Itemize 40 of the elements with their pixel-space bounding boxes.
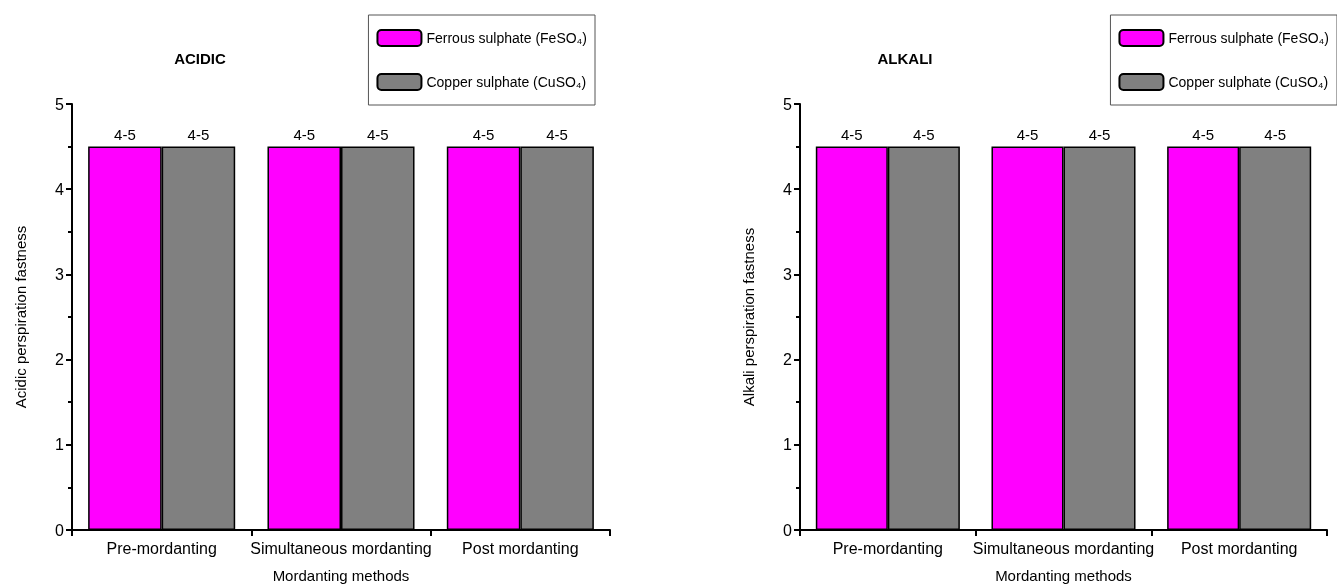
legend-label: Copper sulphate (CuSO₄) <box>426 74 587 90</box>
x-tick-label: Post mordanting <box>462 539 579 557</box>
data-label: 4-5 <box>1088 125 1111 143</box>
y-tick-label: 2 <box>783 351 793 369</box>
chart-title: ACIDIC <box>174 50 226 67</box>
legend-label: Ferrous sulphate (FeSO₄) <box>426 30 588 46</box>
y-tick-label: 0 <box>55 521 65 539</box>
data-label: 4-5 <box>1016 125 1039 143</box>
x-tick-label: Pre-mordanting <box>106 539 217 557</box>
data-label: 4-5 <box>293 125 316 143</box>
y-tick-label: 3 <box>783 265 793 283</box>
data-label: 4-5 <box>913 125 935 143</box>
chart-title: ALKALI <box>877 50 933 67</box>
data-label: 4-5 <box>472 125 495 143</box>
data-label: 4-5 <box>546 125 568 143</box>
y-tick-label: 0 <box>783 521 793 539</box>
y-tick-label: 4 <box>783 180 793 198</box>
data-label: 4-5 <box>366 125 389 143</box>
data-label: 4-5 <box>187 125 210 143</box>
y-tick-label: 2 <box>55 351 65 369</box>
legend-label: Ferrous sulphate (FeSO₄) <box>1168 30 1330 46</box>
y-axis-title: Alkali perspiration fastness <box>740 227 757 407</box>
y-tick-label: 3 <box>55 265 65 283</box>
y-tick-label: 5 <box>783 95 793 113</box>
data-label: 4-5 <box>840 125 863 143</box>
x-axis-title: Mordanting methods <box>272 567 410 584</box>
y-tick-label: 1 <box>55 436 65 454</box>
y-tick-label: 4 <box>55 180 65 198</box>
x-tick-label: Post mordanting <box>1180 539 1298 557</box>
x-axis-title: Mordanting methods <box>995 567 1132 584</box>
x-tick-label: Pre-mordanting <box>832 539 943 557</box>
data-label: 4-5 <box>114 125 136 143</box>
x-tick-label: Simultaneous mordanting <box>250 539 432 557</box>
y-axis-title: Acidic perspiration fastness <box>12 225 29 409</box>
data-label: 4-5 <box>1192 125 1214 143</box>
y-tick-label: 1 <box>783 436 793 454</box>
x-tick-label: Simultaneous mordanting <box>972 539 1155 557</box>
legend-label: Copper sulphate (CuSO₄) <box>1168 74 1329 90</box>
data-label: 4-5 <box>1264 125 1287 143</box>
y-tick-label: 5 <box>55 95 65 113</box>
